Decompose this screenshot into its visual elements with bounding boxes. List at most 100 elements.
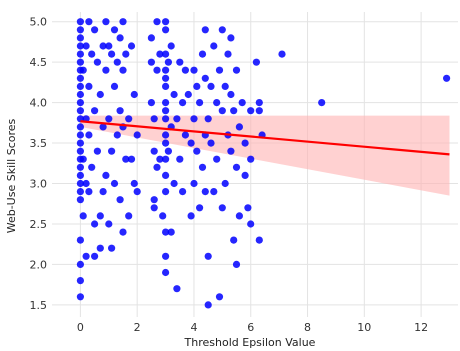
x-tick-label: 12	[414, 321, 428, 334]
data-point	[82, 42, 90, 50]
data-point	[215, 66, 224, 74]
data-point	[198, 163, 207, 171]
data-point	[119, 228, 127, 236]
data-point	[76, 107, 84, 115]
data-point	[252, 58, 260, 66]
data-point	[96, 212, 104, 220]
data-point	[88, 50, 96, 58]
data-point	[76, 188, 84, 196]
data-point	[102, 171, 110, 179]
data-point	[76, 171, 84, 179]
data-point	[204, 252, 212, 260]
data-point	[162, 139, 170, 147]
data-point	[162, 131, 170, 139]
data-point	[110, 82, 119, 90]
data-point	[76, 99, 84, 107]
confidence-band	[80, 115, 450, 196]
data-point	[179, 99, 187, 107]
x-tick-label: 8	[304, 321, 311, 334]
data-point	[221, 82, 229, 90]
data-point	[170, 90, 178, 99]
data-point	[82, 179, 90, 188]
data-point	[201, 74, 209, 82]
data-point	[167, 42, 175, 50]
data-point	[162, 228, 170, 236]
data-point	[184, 90, 192, 99]
data-point	[218, 204, 226, 212]
data-point	[173, 285, 181, 293]
data-point	[119, 66, 127, 74]
data-point	[162, 188, 170, 196]
data-point	[215, 293, 224, 301]
data-point	[201, 188, 209, 196]
y-tick-label: 3.5	[30, 137, 48, 150]
data-point	[159, 212, 167, 220]
x-tick-label: 2	[134, 321, 141, 334]
data-point	[76, 139, 84, 147]
points-layer	[76, 18, 451, 309]
data-point	[162, 171, 170, 179]
data-point	[133, 188, 141, 196]
data-point	[110, 179, 119, 188]
data-point	[162, 155, 170, 163]
data-point	[116, 196, 124, 204]
data-point	[116, 107, 124, 115]
data-point	[173, 115, 181, 123]
data-point	[198, 50, 207, 58]
x-tick-label: 0	[77, 321, 84, 334]
x-tick-label: 6	[247, 321, 254, 334]
data-point	[150, 204, 158, 212]
data-point	[187, 212, 195, 220]
data-point	[190, 179, 198, 188]
data-point	[125, 115, 133, 123]
data-point	[105, 115, 113, 123]
data-point	[150, 147, 158, 155]
data-point	[241, 139, 249, 147]
confidence-band-layer	[80, 115, 450, 196]
data-point	[162, 26, 170, 34]
data-point	[99, 42, 107, 50]
data-point	[443, 74, 451, 82]
data-point	[241, 171, 249, 179]
data-point	[76, 34, 84, 42]
data-point	[102, 66, 110, 74]
data-point	[176, 58, 184, 66]
data-point	[207, 139, 215, 147]
data-point	[150, 196, 158, 204]
data-point	[76, 236, 84, 244]
regression-line	[80, 120, 450, 156]
data-point	[162, 115, 170, 123]
data-point	[76, 179, 84, 188]
data-point	[162, 252, 170, 260]
data-point	[110, 26, 119, 34]
data-point	[224, 50, 232, 58]
data-point	[176, 155, 184, 163]
data-point	[164, 58, 172, 66]
data-point	[162, 18, 170, 26]
regression-line-layer	[80, 120, 450, 156]
data-point	[122, 50, 130, 58]
data-point	[76, 58, 84, 66]
y-tick-label: 1.5	[30, 299, 48, 312]
data-point	[153, 18, 161, 26]
data-point	[196, 204, 204, 212]
y-tick-label: 2.0	[30, 258, 48, 271]
data-point	[218, 107, 226, 115]
data-point	[147, 58, 155, 66]
data-point	[179, 188, 187, 196]
data-point	[162, 82, 170, 90]
data-point	[79, 212, 87, 220]
data-point	[85, 188, 93, 196]
data-point	[162, 74, 170, 82]
data-point	[105, 42, 113, 50]
data-point	[116, 34, 124, 42]
data-point	[108, 50, 116, 58]
data-point	[207, 82, 215, 90]
data-point	[255, 99, 263, 107]
y-axis-label: Web-Use Skill Scores	[5, 118, 18, 233]
data-point	[127, 155, 136, 163]
data-point	[218, 26, 226, 34]
data-point	[91, 26, 99, 34]
data-point	[247, 107, 255, 115]
data-point	[113, 58, 121, 66]
